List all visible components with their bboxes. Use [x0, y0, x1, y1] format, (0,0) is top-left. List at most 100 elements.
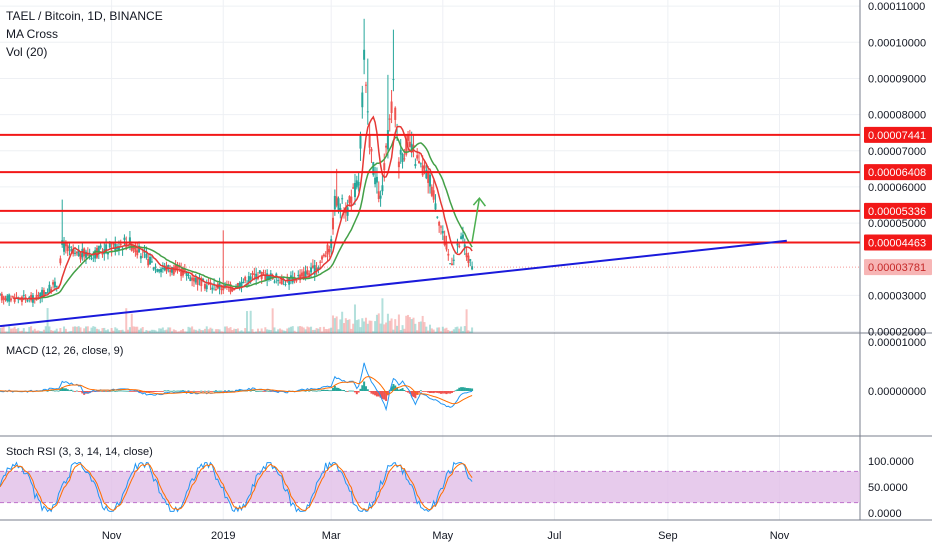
- candle-body: [128, 237, 131, 246]
- candle-body: [353, 182, 356, 198]
- candle-body: [77, 249, 80, 257]
- volume-bar: [99, 331, 102, 333]
- candle-body: [423, 165, 426, 169]
- volume-bar: [412, 317, 415, 333]
- price-tick-label: 0.00009000: [868, 73, 926, 85]
- candle-body: [66, 245, 69, 252]
- price-tick-label: 0.00007000: [868, 146, 926, 158]
- volume-bar: [269, 329, 272, 333]
- stoch-rsi-label[interactable]: Stoch RSI (3, 3, 14, 14, close): [6, 446, 153, 458]
- macd-histogram-bar: [266, 390, 269, 392]
- macd-histogram-bar: [57, 390, 60, 392]
- volume-bar: [319, 327, 322, 333]
- candle-body: [286, 278, 289, 280]
- macd-histogram-bar: [425, 391, 428, 392]
- volume-bar: [282, 330, 285, 333]
- candle-body: [379, 195, 382, 199]
- volume-bar: [238, 331, 241, 333]
- macd-histogram-bar: [79, 391, 82, 392]
- macd-histogram-bar: [467, 388, 470, 391]
- macd-histogram-bar: [63, 388, 66, 391]
- volume-bar: [450, 330, 453, 333]
- candle-body: [147, 258, 150, 266]
- macd-histogram-bar: [88, 391, 91, 394]
- volume-bar: [275, 331, 278, 333]
- volume-bar: [64, 328, 67, 333]
- volume-bar: [189, 327, 192, 333]
- macd-histogram-bar: [105, 391, 108, 392]
- macd-histogram-bar: [253, 390, 256, 391]
- symbol-title[interactable]: TAEL / Bitcoin, 1D, BINANCE: [6, 9, 163, 23]
- candle-body: [295, 279, 298, 282]
- macd-histogram-bar: [344, 390, 347, 392]
- macd-histogram-bar: [443, 391, 446, 394]
- candle-body: [0, 293, 1, 295]
- candle-body: [441, 230, 444, 234]
- price-tick-label: 0.00008000: [868, 110, 926, 122]
- volume-bar: [308, 327, 311, 333]
- candle-body: [11, 296, 14, 298]
- candle-body: [450, 263, 453, 266]
- macd-histogram-bar: [271, 391, 274, 392]
- macd-histogram-bar: [359, 388, 362, 391]
- candle-body: [106, 252, 109, 255]
- macd-histogram-bar: [315, 390, 318, 392]
- volume-bar: [300, 326, 303, 333]
- candle-body: [238, 282, 241, 288]
- macd-pane[interactable]: [0, 362, 474, 412]
- candle-body: [119, 244, 122, 246]
- volume-bar: [81, 331, 84, 333]
- candle-body: [214, 289, 217, 291]
- macd-label[interactable]: MACD (12, 26, close, 9): [6, 345, 124, 357]
- candle-body: [399, 149, 402, 155]
- candle-body: [443, 235, 446, 246]
- volume-bar: [436, 327, 439, 333]
- volume-label[interactable]: Vol (20): [6, 45, 48, 59]
- macd-histogram-bar: [255, 390, 258, 392]
- time-axis[interactable]: Nov 2019 Mar May Jul Sep Nov: [102, 530, 790, 542]
- candle-body: [392, 79, 395, 81]
- candle-body: [421, 165, 424, 176]
- macd-histogram-bar: [86, 391, 89, 394]
- volume-bar: [416, 330, 419, 333]
- volume-bar: [258, 331, 261, 333]
- volume-bar: [443, 328, 446, 333]
- candle-body: [171, 267, 173, 273]
- macd-histogram-bar: [174, 390, 177, 392]
- volume-bar: [59, 328, 62, 333]
- macd-histogram-bar: [52, 390, 55, 392]
- macd-histogram-bar: [200, 390, 203, 392]
- candle-body: [158, 269, 161, 272]
- volume-bar: [85, 326, 87, 333]
- volume-bar: [337, 329, 340, 333]
- volume-bar: [359, 327, 362, 333]
- ma-cross-label[interactable]: MA Cross: [6, 27, 59, 41]
- candle-body: [88, 254, 91, 256]
- price-axis[interactable]: 0.00011000 0.00010000 0.00009000 0.00008000…: [864, 1, 932, 520]
- candle-body: [72, 249, 75, 255]
- macd-histogram-bar: [379, 391, 382, 398]
- candle-body: [233, 289, 236, 291]
- stoch-rsi-pane[interactable]: [0, 461, 860, 513]
- price-pane[interactable]: [0, 18, 860, 328]
- volume-bar: [150, 329, 153, 333]
- volume-bar: [321, 331, 324, 333]
- price-marker-label: 0.00004463: [868, 238, 926, 250]
- volume-bar: [392, 329, 395, 333]
- macd-histogram-bar: [363, 381, 366, 391]
- volume-bar: [452, 329, 455, 333]
- candle-body: [44, 292, 47, 294]
- macd-histogram-bar: [222, 391, 225, 392]
- macd-histogram-bar: [59, 389, 62, 391]
- volume-bar: [322, 326, 325, 333]
- macd-histogram-bar: [198, 391, 201, 392]
- volume-bar: [355, 320, 358, 333]
- candle-body: [205, 285, 208, 290]
- volume-bar: [328, 328, 331, 333]
- macd-histogram-bar: [121, 390, 124, 392]
- volume-bar: [31, 330, 34, 333]
- volume-bar: [273, 327, 276, 333]
- time-tick-label: Nov: [770, 530, 790, 542]
- volume-bar: [117, 330, 120, 333]
